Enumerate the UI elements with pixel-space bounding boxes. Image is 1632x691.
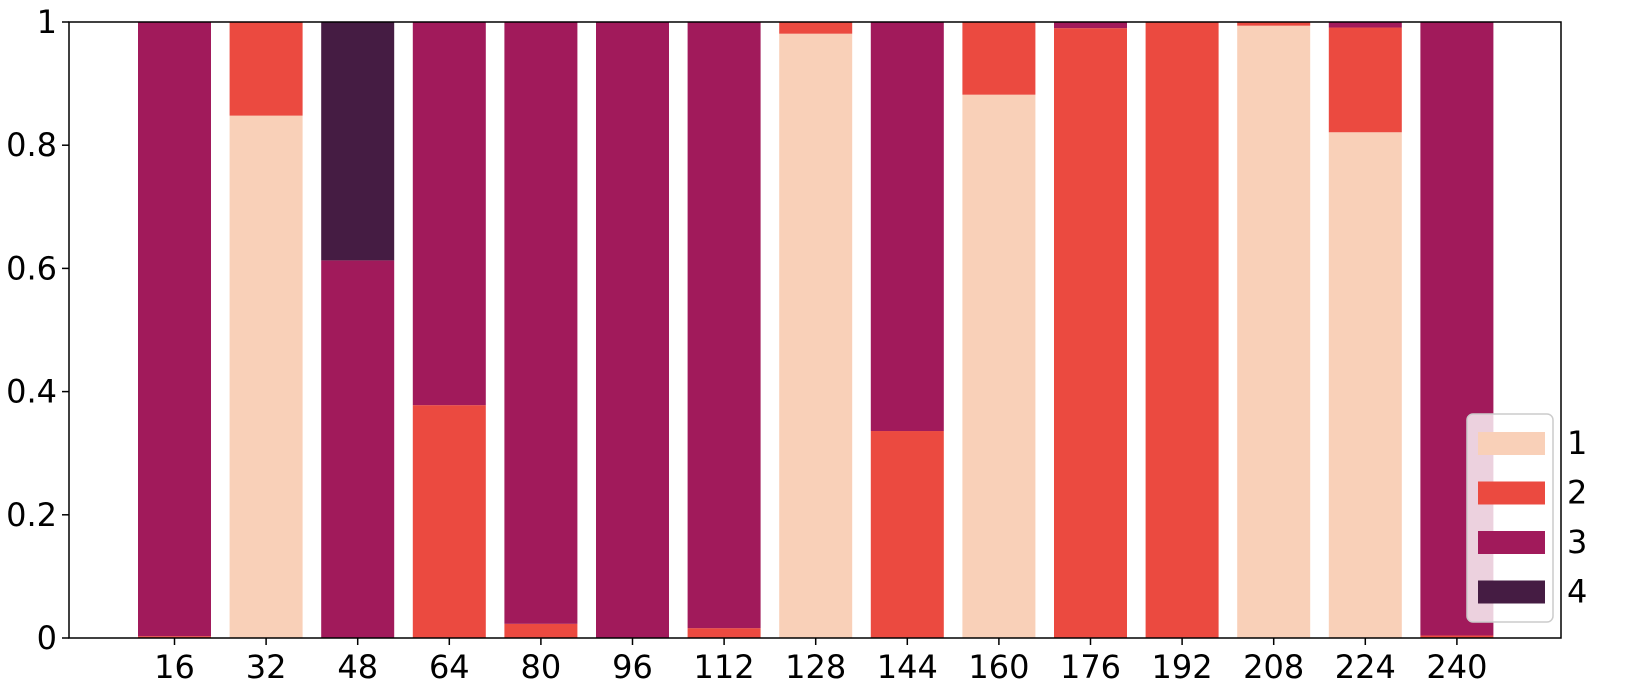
x-tick-label: 176 (1060, 648, 1121, 686)
bar-segment-176-series-3 (1054, 22, 1127, 29)
bar-segment-48-series-3 (321, 260, 395, 638)
bar-segment-128-series-1 (779, 33, 853, 639)
bar-segment-224-series-3 (1328, 22, 1402, 28)
bars-group (138, 22, 1494, 639)
x-tick-label: 16 (154, 648, 195, 686)
bar-segment-32-series-2 (229, 22, 303, 116)
bar-segment-192-series-2 (1145, 22, 1219, 638)
bar-segment-80-series-2 (504, 623, 578, 638)
bar-segment-96-series-3 (596, 22, 669, 638)
legend-label-3: 3 (1567, 523, 1587, 561)
y-tick-label: 0.4 (6, 373, 57, 411)
x-tick-label: 144 (877, 648, 938, 686)
bar-segment-176-series-2 (1054, 28, 1127, 639)
bar-segment-160-series-1 (962, 94, 1036, 639)
legend-label-2: 2 (1567, 474, 1587, 512)
x-tick-label: 208 (1243, 648, 1304, 686)
bar-segment-16-series-3 (138, 22, 211, 637)
bar-segment-224-series-1 (1328, 132, 1402, 638)
bar-segment-80-series-3 (504, 22, 578, 624)
y-tick-label: 1 (37, 3, 57, 41)
legend-swatch-3 (1478, 531, 1545, 554)
legend-box (1466, 413, 1554, 623)
y-tick-label: 0 (37, 619, 57, 657)
bar-segment-240-series-2 (1420, 635, 1494, 638)
bar-segment-32-series-1 (229, 115, 303, 638)
bar-segment-160-series-2 (962, 22, 1036, 95)
bar-segment-16-series-2 (138, 636, 211, 638)
x-axis: 16 32 48 64 80 96 112 128 144 160 176 192 208 224 240 (154, 638, 1487, 686)
x-tick-label: 80 (521, 648, 562, 686)
bar-segment-128-series-2 (779, 22, 853, 34)
x-tick-label: 32 (246, 648, 287, 686)
x-tick-label: 128 (785, 648, 846, 686)
bar-segment-48-series-4 (321, 22, 395, 261)
bar-segment-208-series-1 (1237, 25, 1311, 639)
bar-segment-144-series-2 (870, 431, 944, 638)
x-tick-label: 224 (1335, 648, 1396, 686)
x-tick-label: 192 (1152, 648, 1213, 686)
bar-segment-208-series-2 (1237, 22, 1311, 26)
legend-swatch-2 (1478, 481, 1545, 505)
x-tick-label: 48 (337, 648, 378, 686)
y-axis: 0 0.2 0.4 0.6 0.8 1 (6, 3, 69, 657)
x-tick-label: 96 (612, 648, 653, 686)
y-tick-label: 0.6 (6, 249, 57, 287)
y-tick-label: 0.8 (6, 126, 57, 164)
legend-swatch-4 (1478, 580, 1545, 604)
bar-segment-144-series-3 (870, 22, 944, 432)
bar-segment-112-series-3 (687, 22, 761, 629)
bar-segment-64-series-2 (412, 405, 486, 638)
x-tick-label: 240 (1426, 648, 1487, 686)
x-tick-label: 160 (968, 648, 1029, 686)
legend: 1 2 3 4 (1466, 413, 1587, 623)
bar-segment-224-series-2 (1328, 27, 1402, 133)
bar-segment-112-series-2 (687, 628, 761, 638)
x-tick-label: 64 (429, 648, 470, 686)
legend-label-1: 1 (1567, 424, 1587, 462)
legend-label-4: 4 (1567, 573, 1587, 611)
legend-swatch-1 (1478, 432, 1545, 455)
bar-segment-64-series-3 (412, 22, 486, 406)
y-tick-label: 0.2 (6, 496, 57, 534)
x-tick-label: 112 (694, 648, 755, 686)
